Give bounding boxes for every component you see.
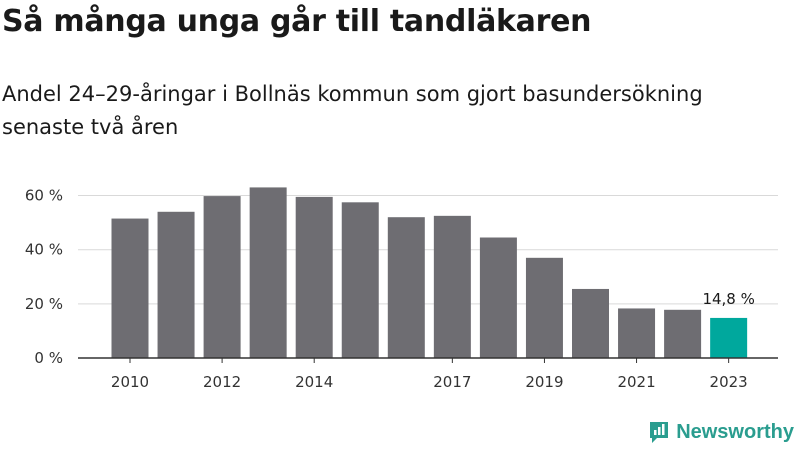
bar-2015 — [341, 202, 379, 358]
x-tick-label-2012: 2012 — [203, 373, 241, 391]
y-tick-label-20: 20 % — [25, 295, 63, 313]
x-axis: 2010 2012 2014 2017 2019 2021 2023 — [78, 357, 778, 391]
x-tick-label-2010: 2010 — [111, 373, 149, 391]
gridlines — [78, 195, 778, 305]
bar-2021 — [618, 308, 656, 358]
newsworthy-logo-icon — [650, 422, 669, 443]
bar-2018 — [479, 237, 517, 358]
x-tick-label-2021: 2021 — [617, 373, 655, 391]
y-axis: 0 % 20 % 40 % 60 % — [25, 187, 63, 367]
x-tick-label-2023: 2023 — [710, 373, 748, 391]
x-tick-label-2017: 2017 — [433, 373, 471, 391]
bar-2022 — [664, 309, 702, 358]
chart-subtitle: Andel 24–29-åringar i Bollnäs kommun som… — [2, 82, 703, 139]
chart-title: Så många unga går till tandläkaren — [2, 4, 592, 39]
bar-2011 — [157, 211, 195, 358]
bar-2020 — [572, 288, 609, 358]
y-tick-label-60: 60 % — [25, 187, 63, 205]
bar-2023 — [710, 317, 748, 358]
newsworthy-logo-text: Newsworthy — [676, 420, 794, 443]
bar-2014 — [295, 196, 333, 358]
bar-2013 — [249, 187, 287, 358]
y-tick-label-0: 0 % — [34, 349, 63, 367]
newsworthy-logo: Newsworthy — [648, 420, 794, 444]
y-tick-label-40: 40 % — [25, 241, 63, 259]
bar-2016 — [387, 217, 425, 358]
bars — [111, 187, 748, 358]
data-labels: 14,8 % — [702, 290, 754, 308]
data-label-2023: 14,8 % — [702, 290, 754, 308]
bar-2017 — [433, 215, 471, 358]
x-tick-label-2014: 2014 — [295, 373, 333, 391]
x-tick-label-2019: 2019 — [525, 373, 563, 391]
bar-2012 — [203, 196, 241, 358]
bar-2019 — [525, 257, 563, 358]
bar-2010 — [111, 218, 149, 358]
